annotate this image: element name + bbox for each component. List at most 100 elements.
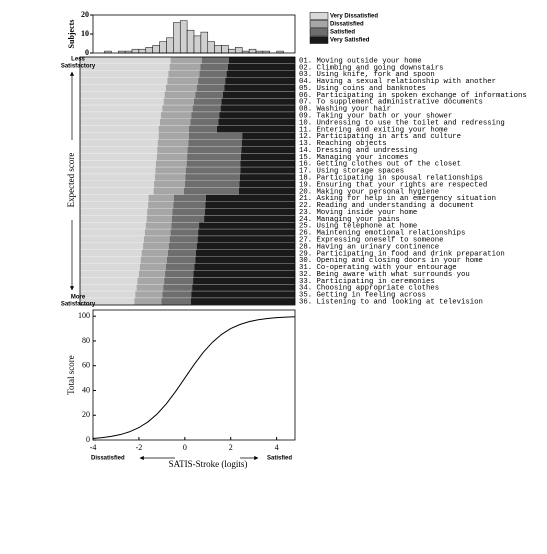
histogram-bar — [214, 45, 222, 54]
category-zone — [205, 208, 295, 216]
category-zone — [145, 222, 172, 230]
legend-swatch — [309, 12, 329, 20]
histogram-bar — [166, 37, 174, 54]
category-zone — [154, 181, 185, 188]
item-label: 24. Managing your pains — [299, 216, 400, 224]
x-axis-label: SATIS-Stroke (logits) — [169, 459, 248, 469]
legend-swatch — [309, 20, 329, 28]
histogram-bar — [193, 35, 202, 54]
category-zone — [158, 132, 189, 140]
x-left-label: Dissatisfied — [91, 456, 125, 462]
category-zone — [169, 236, 198, 243]
category-zone — [222, 91, 295, 99]
category-zone — [80, 119, 161, 126]
category-zone — [80, 105, 163, 113]
category-zone — [135, 291, 163, 299]
category-zone — [80, 270, 139, 278]
category-zone — [80, 208, 148, 216]
item-label: 12. Participating in arts and culture — [299, 133, 461, 141]
category-zone — [170, 229, 199, 237]
category-zone — [169, 63, 201, 71]
x-tick-label: -4 — [90, 443, 97, 452]
item-label: 02. Climbing and going downstairs — [299, 64, 444, 72]
category-zone — [146, 215, 172, 223]
y-tick-label: 80 — [82, 336, 90, 345]
category-zone — [164, 91, 196, 99]
category-zone — [171, 215, 205, 223]
category-zone — [200, 63, 228, 71]
item-label: 15. Managing your incomes — [299, 154, 408, 162]
y-tick-label: 100 — [78, 311, 90, 320]
item-label: 03. Using knife, fork and spoon — [299, 71, 435, 79]
category-zone — [224, 84, 295, 92]
y-tick-label: 0 — [86, 435, 90, 444]
category-zone — [168, 70, 200, 78]
category-zone — [136, 284, 164, 292]
item-label: 23. Moving inside your home — [299, 209, 417, 217]
category-zone — [191, 291, 295, 299]
category-zone — [80, 298, 135, 305]
category-zone — [190, 119, 219, 126]
category-zone — [80, 263, 140, 271]
category-zone — [80, 222, 146, 230]
category-zone — [140, 256, 167, 264]
histogram-bar — [221, 45, 229, 54]
category-zone — [80, 70, 169, 78]
category-zone — [201, 57, 229, 64]
category-zone — [186, 160, 241, 168]
category-zone — [241, 146, 295, 154]
item-label: 25. Using telephone at home — [299, 223, 417, 231]
category-zone — [219, 112, 295, 119]
category-zone — [80, 194, 149, 202]
item-label: 31. Co-operating with your entourage — [299, 264, 457, 272]
category-zone — [165, 84, 197, 92]
histogram-bar — [131, 48, 140, 54]
category-zone — [162, 291, 192, 299]
item-label: 06. Participating in spoken exchange of … — [299, 92, 527, 100]
category-zone — [194, 98, 222, 106]
item-label: 17. Using storage spaces — [299, 168, 404, 176]
category-zone — [190, 298, 295, 305]
category-zone — [188, 132, 243, 140]
item-label: 16. Getting clothes out of the closet — [299, 161, 461, 169]
category-zone — [80, 215, 147, 223]
category-zone — [161, 298, 191, 305]
item-label: 20. Making your personal hygiene — [299, 188, 439, 196]
category-zone — [199, 70, 227, 78]
category-zone — [240, 167, 295, 175]
category-zone — [193, 277, 295, 285]
y-axis-label: Total score — [66, 355, 76, 395]
item-label: 26. Maintening emotional relationships — [299, 230, 465, 238]
category-zone — [240, 160, 295, 168]
category-zone — [80, 167, 156, 175]
category-zone — [139, 263, 166, 271]
category-zone — [160, 112, 192, 119]
y-tick-label: 20 — [82, 410, 90, 419]
legend-label: Satisfied — [330, 30, 355, 36]
category-zone — [195, 249, 295, 257]
category-zone — [218, 119, 295, 126]
category-zone — [166, 256, 196, 264]
category-zone — [168, 243, 197, 250]
item-label: 34. Choosing appropriate clothes — [299, 285, 439, 293]
category-zone — [220, 105, 295, 113]
category-zone — [157, 146, 188, 154]
category-zone — [198, 229, 295, 237]
x-tick-label: -2 — [136, 443, 143, 452]
category-zone — [196, 84, 225, 92]
plot-frame — [79, 56, 296, 306]
item-label: 30. Opening and closing doors in your ho… — [299, 257, 483, 265]
x-tick-label: 0 — [183, 443, 187, 452]
category-zone — [198, 77, 226, 85]
item-label: 28. Having an urinary continence — [299, 243, 439, 251]
category-zone — [158, 125, 189, 133]
category-zone — [134, 298, 162, 305]
category-zone — [167, 77, 199, 85]
item-label: 14. Dressing and undressing — [299, 147, 417, 155]
category-zone — [192, 284, 295, 292]
category-zone — [187, 146, 242, 154]
category-zone — [227, 63, 295, 71]
category-zone — [191, 112, 220, 119]
item-label: 07. To supplement administrative documen… — [299, 99, 483, 107]
x-right-label: Satisfied — [267, 456, 292, 462]
